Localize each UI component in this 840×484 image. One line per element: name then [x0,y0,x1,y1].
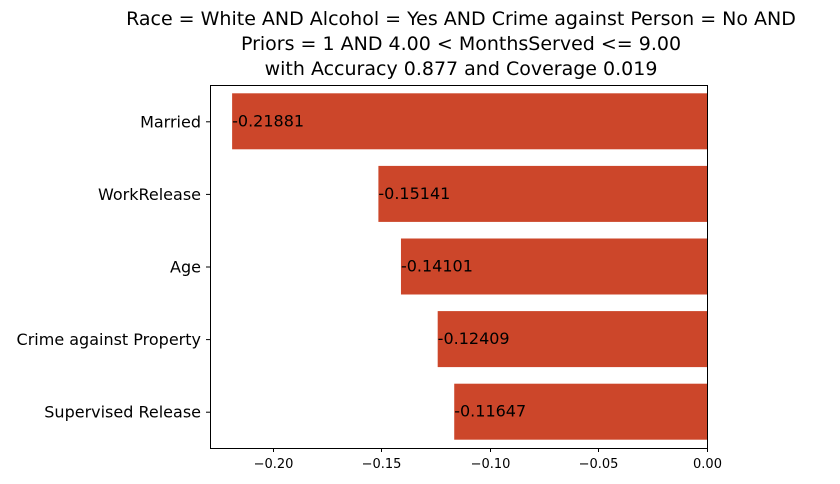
x-tick-label: −0.15 [362,457,402,472]
y-tick-label: Married [140,112,201,131]
bar-value-label: -0.14101 [401,257,473,276]
chart-title-line: Priors = 1 AND 4.00 < MonthsServed <= 9.… [241,33,681,55]
bar-supervised-release [454,383,707,440]
chart-title-line: Race = White AND Alcohol = Yes AND Crime… [126,8,796,30]
y-tick-label: Crime against Property [17,330,201,349]
bar-age [400,238,707,295]
y-axis-ticks: Married WorkRelease Age Crime against Prope… [17,112,210,422]
chart-title: Race = White AND Alcohol = Yes AND Crime… [126,8,796,80]
x-tick-label: −0.20 [254,457,294,472]
x-tick-label: 0.00 [693,457,722,472]
bar-married [232,93,707,150]
y-tick-label: WorkRelease [98,185,201,204]
bars [232,93,707,440]
bar-value-labels: -0.21881 -0.15141 -0.14101 -0.12409 -0.11647 [232,111,526,420]
x-tick-label: −0.10 [471,457,511,472]
bar-crime-against-property [437,311,707,368]
bar-value-label: -0.15141 [378,184,450,203]
y-tick-label: Age [170,258,201,277]
plot-frame [210,85,708,449]
bar-value-label: -0.12409 [438,329,510,348]
chart-title-line: with Accuracy 0.877 and Coverage 0.019 [265,58,658,80]
x-axis-ticks: −0.20 −0.15 −0.10 −0.05 0.00 [254,448,722,472]
x-tick-label: −0.05 [579,457,619,472]
bar-value-label: -0.11647 [454,402,526,421]
bar-value-label: -0.21881 [232,111,304,130]
bar-workrelease [378,165,707,222]
y-tick-label: Supervised Release [44,403,201,422]
